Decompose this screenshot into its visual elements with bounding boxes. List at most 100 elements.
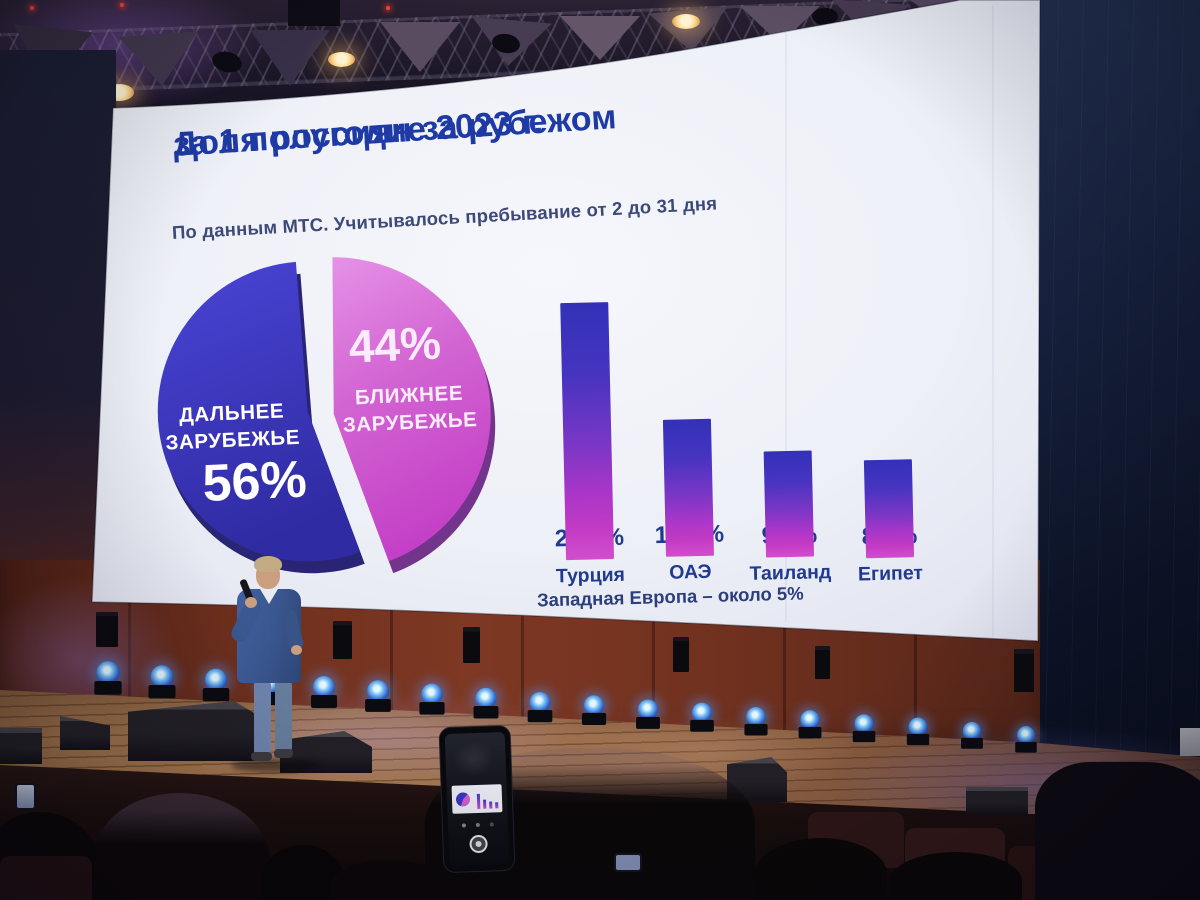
light-base xyxy=(148,685,176,699)
recording-smartphone xyxy=(438,724,516,874)
moving-head-light xyxy=(365,680,391,716)
bar-group-turkey: 26,9% Турция xyxy=(538,251,635,587)
phone-preview-bar xyxy=(489,801,493,809)
speaker-person xyxy=(225,553,325,775)
light-base xyxy=(311,695,337,708)
audience-member xyxy=(1035,762,1200,900)
pie-label-near-abroad: БЛИЖНЕЕ ЗАРУБЕЖЬЕ xyxy=(342,381,478,437)
shutter-button-icon xyxy=(469,834,488,854)
light-base xyxy=(365,698,391,712)
speaker-hand xyxy=(291,645,302,655)
moving-head-light xyxy=(311,676,337,712)
audience-member xyxy=(755,838,887,900)
indicator-led xyxy=(120,3,124,7)
stage-monitor xyxy=(966,787,1028,815)
stage-light-fixture xyxy=(812,8,838,25)
phone-screen xyxy=(444,731,510,867)
moving-head-light xyxy=(581,695,607,728)
moving-head-light xyxy=(527,691,553,726)
speaker-hand xyxy=(245,597,257,608)
moving-head-light xyxy=(906,717,930,749)
audience-member xyxy=(95,793,270,900)
acoustic-panel xyxy=(380,22,460,72)
camera-ui-dot xyxy=(489,822,494,827)
light-lens xyxy=(637,699,659,720)
pie-chart-svg xyxy=(157,257,496,574)
light-base xyxy=(690,719,714,732)
pie-label-far-abroad: ДАЛЬНЕЕ ЗАРУБЕЖЬЕ xyxy=(165,399,301,455)
light-base xyxy=(94,681,122,695)
phone-screen xyxy=(17,785,34,808)
wall-speaker xyxy=(333,621,352,659)
rigging-box xyxy=(288,0,340,26)
phone-screen xyxy=(616,855,640,870)
moving-head-light xyxy=(852,714,876,745)
light-lens xyxy=(367,680,389,702)
light-base xyxy=(473,705,499,719)
light-base xyxy=(419,701,445,715)
pie-slice-far-abroad xyxy=(157,261,361,562)
bar-group-thailand: 9,8% Таиланд xyxy=(738,246,835,585)
light-lens xyxy=(204,668,228,692)
wall-speaker xyxy=(673,637,689,672)
light-base xyxy=(961,737,983,749)
bar-chart: 26,9% Турция 13,3% ОАЭ 9,8% Таиланд 8,9%… xyxy=(521,243,969,603)
bar-turkey xyxy=(560,302,615,561)
audience-phone xyxy=(614,853,642,872)
moving-head-light xyxy=(1015,726,1037,756)
bar-group-uae: 13,3% ОАЭ xyxy=(638,248,735,584)
bar-thailand xyxy=(763,450,815,558)
light-lens xyxy=(962,721,982,741)
phone-preview-slide xyxy=(451,784,503,814)
camera-ui-dot xyxy=(461,823,466,828)
seat-back xyxy=(0,856,92,900)
moving-head-light xyxy=(744,706,768,739)
stage-monitor xyxy=(128,701,264,761)
light-base xyxy=(527,709,553,723)
wall-speaker xyxy=(96,612,118,647)
light-lens xyxy=(421,683,443,705)
light-lens xyxy=(691,702,713,723)
light-base xyxy=(744,723,768,736)
speaker-shadow xyxy=(231,759,319,772)
phone-preview-bar xyxy=(495,802,499,809)
stage-monitor xyxy=(0,728,42,764)
indicator-led xyxy=(386,6,390,10)
acoustic-panel xyxy=(560,16,640,60)
phone-preview-bar xyxy=(476,793,481,809)
light-lens xyxy=(96,661,120,685)
audience-member xyxy=(890,852,1022,900)
acoustic-panel xyxy=(250,30,330,86)
bar-group-egypt: 8,9% Египет xyxy=(838,244,935,585)
moving-head-light xyxy=(961,721,983,752)
moving-head-light xyxy=(202,668,230,706)
indicator-led xyxy=(30,6,34,10)
light-lens xyxy=(908,717,928,737)
speaker-hair xyxy=(254,556,282,572)
light-base xyxy=(852,730,876,743)
moving-head-light xyxy=(419,683,445,719)
camera-ui-dot xyxy=(475,822,480,828)
moving-head-light xyxy=(94,661,122,699)
moving-head-light xyxy=(148,665,176,702)
phone-screen-reflection xyxy=(452,740,495,778)
pie-chart: ДАЛЬНЕЕ ЗАРУБЕЖЬЕ 56% 44% БЛИЖНЕЕ ЗАРУБЕ… xyxy=(133,241,547,598)
moving-head-light xyxy=(473,687,499,723)
light-base xyxy=(581,712,607,726)
light-lens xyxy=(583,695,605,716)
audience-phone xyxy=(15,783,36,810)
lit-spotlight xyxy=(328,52,355,67)
slide-subtitle: По данным МТС. Учитывалось пребывание от… xyxy=(171,192,718,243)
light-lens xyxy=(800,710,820,730)
slide-title: Доля россиян за рубежом за 1 полугодие 2… xyxy=(172,89,731,164)
light-lens xyxy=(475,687,497,709)
light-lens xyxy=(1016,726,1036,745)
led-panel-seam xyxy=(785,30,787,622)
led-panel-seam xyxy=(992,5,994,637)
bar-egypt xyxy=(863,459,915,559)
pie-value-near-abroad: 44% xyxy=(347,316,442,373)
light-lens xyxy=(529,691,551,713)
white-stage-cube xyxy=(1180,728,1200,756)
